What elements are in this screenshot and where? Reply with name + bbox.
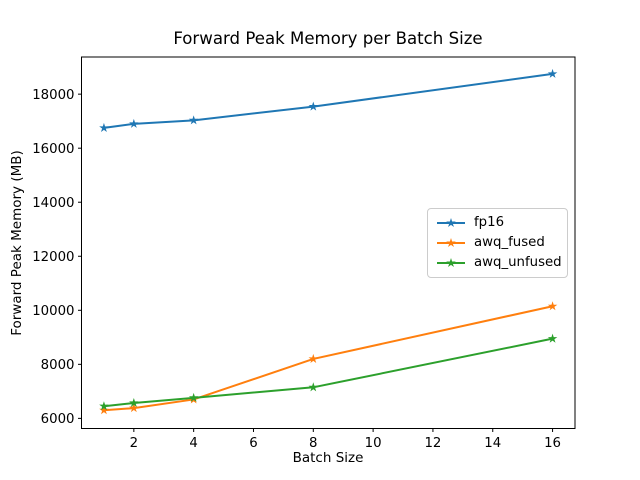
series-line-fp16 [102, 72, 554, 129]
series-line-awq_unfused [102, 337, 554, 408]
data-point-awq_fused-batch-2 [129, 403, 139, 413]
x-tick-label: 2 [130, 436, 138, 451]
y-tick-label: 18000 [32, 88, 74, 103]
data-point-awq_unfused-batch-2 [129, 397, 139, 408]
star-marker-icon [446, 238, 456, 248]
x-tick-label: 8 [309, 436, 317, 451]
legend-line-sample [437, 218, 465, 228]
legend-item-awq_unfused: awq_unfused [436, 255, 562, 271]
series-line-awq_fused [102, 305, 554, 412]
data-point-fp16-batch-4 [188, 115, 199, 125]
y-tick-label: 8000 [41, 358, 75, 373]
data-point-awq_fused-batch-8 [308, 353, 319, 363]
x-tick-label: 6 [249, 436, 257, 451]
axes-spines [81, 56, 576, 429]
data-point-fp16-batch-1 [99, 122, 109, 132]
x-tick-label: 4 [189, 436, 197, 451]
y-tick-label: 10000 [32, 304, 74, 319]
legend-line-sample [437, 258, 465, 268]
x-tick-label: 14 [484, 436, 501, 451]
legend-item-awq_fused: awq_fused [436, 236, 559, 250]
data-point-fp16-batch-8 [308, 101, 319, 111]
chart-title: Forward Peak Memory per Batch Size [173, 29, 483, 48]
data-point-awq_unfused-batch-4 [188, 392, 199, 402]
data-point-awq_unfused-batch-8 [308, 382, 319, 392]
data-point-awq_fused-batch-1 [99, 405, 109, 415]
x-tick-label: 10 [365, 436, 382, 451]
y-tick-label: 14000 [32, 196, 74, 211]
y-tick-label: 6000 [41, 412, 75, 427]
legend: fp16 awq_fused awq_unfused [427, 208, 568, 278]
legend-label-awq_unfused: awq_unfused [474, 255, 562, 271]
data-point-awq_unfused-batch-16 [547, 333, 558, 343]
data-point-fp16-batch-16 [547, 68, 558, 78]
legend-label-awq_fused: awq_fused [474, 235, 545, 251]
x-axis-label: Batch Size [292, 450, 364, 466]
y-tick-label: 12000 [32, 250, 74, 265]
legend-item-fp16: fp16 [436, 216, 559, 230]
x-tick-label: 12 [424, 436, 441, 451]
legend-line-sample [437, 238, 465, 248]
data-point-awq_unfused-batch-1 [99, 401, 109, 411]
star-marker-icon [446, 258, 456, 268]
y-axis-label: Forward Peak Memory (MB) [9, 150, 25, 336]
data-point-awq_fused-batch-16 [547, 301, 558, 311]
star-marker-icon [446, 218, 456, 228]
data-point-fp16-batch-2 [129, 118, 139, 128]
y-tick-label: 16000 [32, 142, 74, 157]
legend-label-fp16: fp16 [474, 215, 505, 231]
x-tick-label: 16 [544, 436, 561, 451]
